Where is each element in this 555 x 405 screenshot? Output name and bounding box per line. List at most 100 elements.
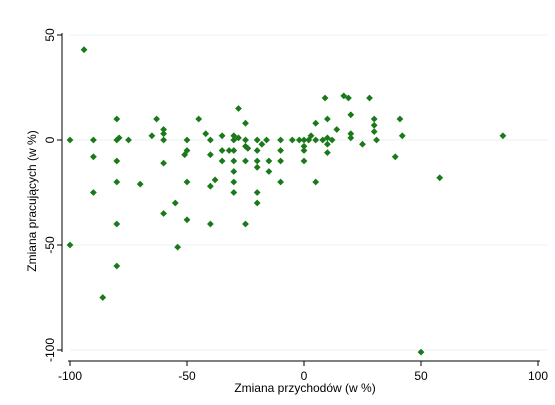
x-tick-label: 100 (528, 369, 548, 383)
data-point (242, 157, 249, 165)
data-point (113, 157, 121, 165)
data-point (312, 178, 320, 186)
data-point (115, 134, 123, 142)
y-tick-label: 0 (43, 136, 57, 143)
data-point (499, 132, 507, 140)
data-point (207, 220, 214, 228)
x-tick-label: 0 (301, 369, 308, 383)
data-point (90, 189, 97, 196)
data-point (258, 140, 266, 148)
data-point (66, 241, 74, 249)
data-point (253, 163, 261, 171)
data-point (235, 105, 242, 112)
data-point (253, 136, 261, 144)
data-point (300, 147, 308, 154)
data-point (265, 168, 273, 175)
y-tick-label: -50 (43, 236, 57, 254)
data-point (347, 111, 355, 119)
data-point (300, 157, 308, 165)
data-point (171, 199, 179, 207)
data-point (288, 136, 296, 144)
gridlines (70, 34, 548, 351)
data-point (333, 126, 341, 133)
data-point (324, 140, 331, 148)
data-point (99, 294, 107, 301)
data-point (370, 115, 378, 123)
data-point (211, 176, 219, 184)
data-point (253, 189, 261, 196)
data-point (160, 210, 167, 217)
data-point (324, 149, 331, 156)
data-point (277, 147, 284, 154)
data-point (136, 180, 144, 188)
data-point (218, 157, 226, 165)
data-point (113, 178, 121, 186)
data-point (225, 147, 233, 154)
data-point (307, 132, 315, 140)
data-point (436, 174, 444, 182)
data-point (398, 132, 406, 140)
data-point (230, 168, 238, 175)
data-point (295, 136, 303, 144)
x-tick-label: -50 (178, 369, 196, 383)
data-point (230, 178, 238, 186)
tick-labels: -100 -50 0 50 100 -100 -50 0 50 (43, 28, 548, 383)
data-point (160, 159, 167, 167)
data-point (277, 136, 284, 144)
data-point (125, 136, 132, 144)
data-point (305, 136, 313, 144)
data-point (370, 128, 378, 135)
data-point (66, 136, 74, 144)
data-point (263, 136, 270, 144)
data-point (277, 178, 284, 186)
data-point (207, 136, 214, 144)
data-point (113, 115, 121, 123)
data-point (373, 136, 380, 144)
data-point (153, 115, 160, 123)
data-point (324, 115, 331, 123)
data-point (417, 348, 425, 356)
data-point (160, 126, 167, 133)
data-point (183, 136, 191, 144)
data-point (396, 115, 404, 123)
data-point (321, 94, 329, 102)
data-point (312, 119, 320, 127)
data-point (300, 136, 308, 144)
axes (57, 33, 540, 366)
data-point (366, 94, 373, 102)
data-point (253, 199, 261, 207)
data-point (345, 94, 352, 102)
data-point (265, 157, 273, 165)
data-point (113, 262, 121, 270)
data-point (207, 151, 214, 159)
data-point (347, 130, 355, 138)
data-point (277, 157, 284, 165)
data-point (391, 153, 399, 161)
data-point (230, 189, 238, 196)
data-point (160, 136, 167, 144)
data-point (347, 134, 355, 142)
x-axis-title: Zmiana przychodów (w %) (234, 381, 375, 395)
data-point (183, 147, 191, 154)
data-point (235, 134, 242, 142)
data-point (242, 119, 249, 127)
data-points (66, 46, 507, 356)
data-point (230, 157, 238, 165)
x-tick-label: -100 (58, 369, 82, 383)
data-point (253, 157, 261, 165)
data-point (195, 115, 203, 123)
data-point (242, 136, 249, 144)
y-axis-title: Zmiana pracujących (w %) (25, 130, 39, 271)
data-point (328, 136, 336, 144)
data-point (90, 153, 97, 161)
x-tick-label: 50 (414, 369, 428, 383)
data-point (90, 136, 97, 144)
data-point (300, 142, 308, 150)
data-point (207, 182, 214, 190)
data-point (183, 178, 191, 186)
data-point (80, 46, 88, 54)
data-point (370, 121, 378, 129)
data-point (160, 130, 167, 138)
data-point (218, 132, 226, 140)
